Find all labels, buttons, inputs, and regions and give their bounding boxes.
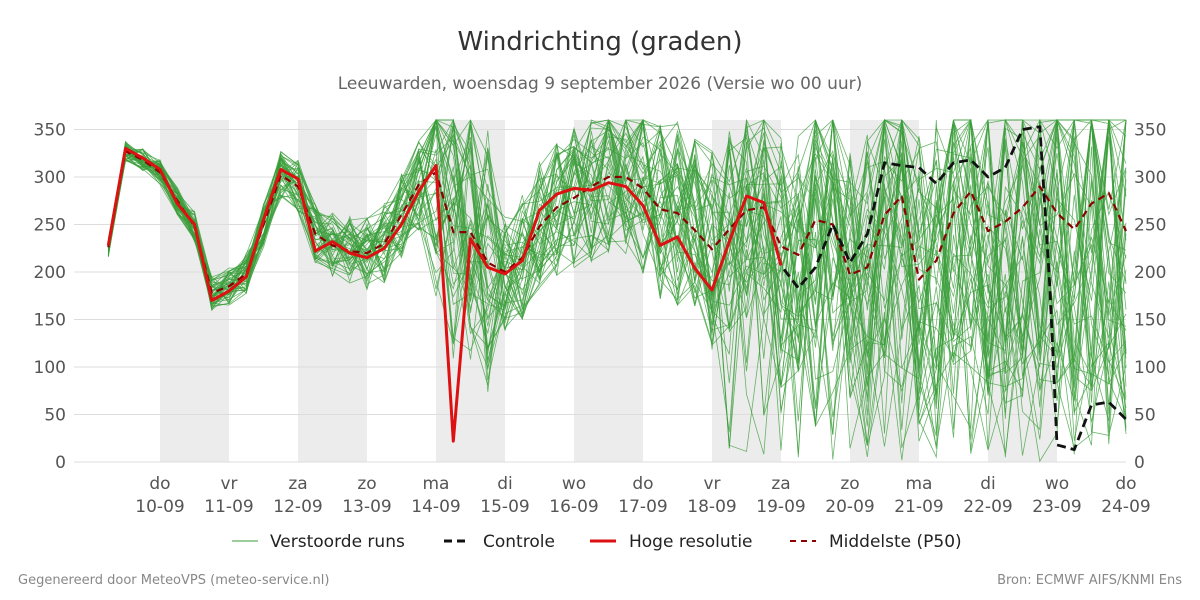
x-tick-date-13: 23-09: [1032, 497, 1081, 517]
y-tick-left-300: 300: [34, 168, 66, 188]
chart-title: Windrichting (graden): [457, 27, 742, 57]
main-series: [106, 125, 1128, 452]
x-tick-day-7: do: [632, 474, 653, 494]
x-tick-date-4: 14-09: [411, 497, 460, 517]
y-tick-right-150: 150: [1134, 311, 1166, 331]
x-tick-day-1: vr: [220, 474, 237, 494]
y-tick-right-350: 350: [1134, 121, 1166, 141]
x-axis: do 10-09 vr 11-09 za 12-09 zo 13-09 ma 14-09 di 15-…: [135, 474, 1150, 517]
x-tick-date-6: 16-09: [549, 497, 598, 517]
x-tick-date-3: 13-09: [342, 497, 391, 517]
x-tick-date-5: 15-09: [480, 497, 529, 517]
y-axis-right: 0 50 100 150 200 250 300 350: [1134, 121, 1166, 474]
series-hires: [106, 147, 783, 443]
series-median: [107, 150, 1128, 294]
x-tick-date-9: 19-09: [756, 497, 805, 517]
x-tick-date-2: 12-09: [273, 497, 322, 517]
y-tick-left-350: 350: [34, 121, 66, 141]
y-axis-left: 0 50 100 150 200 250 300 350: [34, 121, 66, 474]
x-tick-day-4: ma: [423, 474, 450, 494]
x-tick-day-12: di: [980, 474, 996, 494]
ensemble-run-29: [107, 119, 1127, 415]
y-tick-left-150: 150: [34, 311, 66, 331]
y-tick-left-250: 250: [34, 216, 66, 236]
y-tick-left-50: 50: [44, 406, 66, 426]
x-tick-day-2: za: [288, 474, 307, 494]
x-tick-day-0: do: [149, 474, 170, 494]
x-tick-day-13: wo: [1045, 474, 1069, 494]
ensemble-run-42: [107, 118, 1127, 436]
x-tick-date-10: 20-09: [825, 497, 874, 517]
y-tick-left-0: 0: [55, 453, 66, 473]
series-control: [762, 125, 1127, 452]
x-tick-day-11: ma: [906, 474, 933, 494]
chart-subtitle: Leeuwarden, woensdag 9 september 2026 (V…: [338, 74, 863, 94]
ensemble-run-34: [107, 119, 1127, 449]
x-tick-day-10: zo: [840, 474, 859, 494]
y-tick-right-50: 50: [1134, 406, 1156, 426]
x-tick-date-14: 24-09: [1101, 497, 1150, 517]
ensemble-run-44: [107, 119, 1127, 449]
x-tick-day-14: do: [1115, 474, 1136, 494]
x-tick-date-8: 18-09: [687, 497, 736, 517]
y-tick-left-100: 100: [34, 358, 66, 378]
x-tick-date-1: 11-09: [204, 497, 253, 517]
legend-label-control: Controle: [483, 532, 555, 552]
legend-label-ensemble: Verstoorde runs: [270, 532, 405, 552]
legend-label-median: Middelste (P50): [829, 532, 962, 552]
y-tick-right-250: 250: [1134, 216, 1166, 236]
footer-generated-by: Gegenereerd door MeteoVPS (meteo-service…: [18, 573, 329, 588]
x-tick-day-9: za: [771, 474, 790, 494]
x-tick-day-5: di: [497, 474, 513, 494]
footer-source: Bron: ECMWF AIFS/KNMI Ens: [997, 573, 1182, 588]
y-tick-right-300: 300: [1134, 168, 1166, 188]
y-tick-right-100: 100: [1134, 358, 1166, 378]
x-tick-date-12: 22-09: [963, 497, 1012, 517]
ensemble-runs: [107, 118, 1127, 463]
legend-label-hires: Hoge resolutie: [629, 532, 753, 552]
x-tick-date-0: 10-09: [135, 497, 184, 517]
x-tick-date-11: 21-09: [894, 497, 943, 517]
shade-band-1: [298, 120, 367, 462]
ensemble-run-47: [107, 118, 1127, 384]
y-tick-left-200: 200: [34, 263, 66, 283]
x-tick-date-7: 17-09: [618, 497, 667, 517]
y-tick-right-200: 200: [1134, 263, 1166, 283]
x-tick-day-6: wo: [562, 474, 586, 494]
y-tick-right-0: 0: [1134, 453, 1145, 473]
legend: Verstoorde runs Controle Hoge resolutie …: [232, 532, 962, 552]
x-tick-day-3: zo: [357, 474, 376, 494]
x-tick-day-8: vr: [703, 474, 720, 494]
